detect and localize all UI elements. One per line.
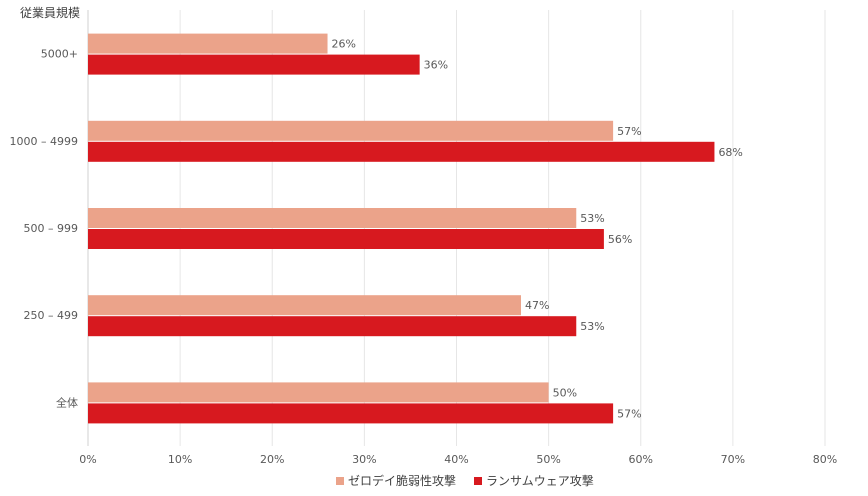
bar (88, 141, 715, 162)
x-tick-label: 60% (629, 453, 653, 466)
bar (88, 120, 614, 141)
data-label: 56% (608, 233, 632, 246)
x-tick-label: 40% (444, 453, 468, 466)
bar (88, 33, 328, 54)
legend: ゼロデイ脆弱性攻撃 ランサムウェア攻撃 (336, 472, 612, 489)
category-label: 250 – 499 (24, 309, 78, 322)
x-tick-label: 0% (79, 453, 96, 466)
bar (88, 229, 604, 249)
data-label: 47% (525, 299, 549, 312)
bar (88, 295, 521, 316)
data-label: 36% (424, 59, 448, 72)
bar (88, 316, 577, 337)
x-tick-label: 70% (721, 453, 745, 466)
data-label: 57% (617, 125, 641, 138)
data-label: 26% (332, 38, 356, 51)
x-tick-label: 30% (352, 453, 376, 466)
legend-swatch-zero-day (336, 476, 344, 485)
category-label: 1000 – 4999 (10, 135, 78, 148)
bar (88, 54, 420, 75)
data-label: 53% (580, 212, 604, 225)
category-label: 全体 (56, 395, 78, 409)
data-label: 57% (617, 407, 641, 420)
category-label: 5000+ (41, 48, 78, 61)
legend-item-ransomware: ランサムウェア攻撃 (474, 472, 594, 489)
legend-label-ransomware: ランサムウェア攻撃 (486, 474, 594, 488)
legend-label-zero-day: ゼロデイ脆弱性攻撃 (348, 474, 457, 488)
data-label: 53% (580, 320, 604, 333)
bar (88, 382, 549, 403)
y-axis-title: 従業員規模 (20, 6, 81, 20)
data-label: 50% (553, 386, 577, 399)
legend-item-zero-day: ゼロデイ脆弱性攻撃 (336, 472, 456, 489)
x-tick-label: 20% (260, 453, 284, 466)
category-label: 500 – 999 (24, 222, 78, 235)
x-tick-label: 50% (536, 453, 560, 466)
legend-swatch-ransomware (474, 476, 483, 485)
bar (88, 403, 614, 424)
x-tick-label: 10% (168, 453, 192, 466)
x-tick-label: 80% (813, 453, 837, 466)
bar (88, 208, 577, 228)
data-label: 68% (718, 146, 742, 159)
